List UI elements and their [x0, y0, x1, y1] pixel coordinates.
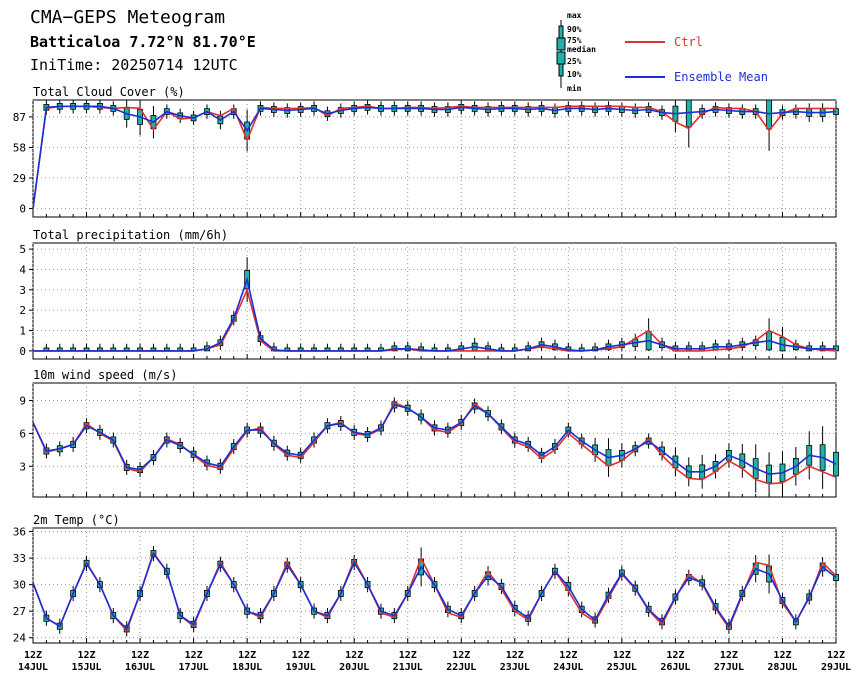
x-tick-time: 12Z — [613, 650, 631, 661]
y-tick-label: 30 — [13, 579, 26, 592]
panel-title: 10m wind speed (m/s) — [33, 368, 178, 382]
x-tick-date: 17JUL — [179, 662, 209, 673]
legend-label: Ensemble Mean — [674, 70, 768, 84]
x-tick-date: 19JUL — [286, 662, 316, 673]
y-tick-label: 29 — [13, 172, 26, 185]
legend-box-label: max — [567, 11, 582, 20]
x-tick-time: 12Z — [399, 650, 417, 661]
x-tick-time: 12Z — [131, 650, 149, 661]
y-tick-label: 1 — [19, 325, 26, 338]
y-tick-label: 3 — [19, 460, 26, 473]
x-tick-time: 12Z — [452, 650, 470, 661]
series-line-ctrl — [32, 401, 837, 485]
x-tick-time: 12Z — [559, 650, 577, 661]
legend-box-label: min — [567, 83, 582, 93]
x-tick-time: 12Z — [720, 650, 738, 661]
x-tick-date: 25JUL — [607, 662, 637, 673]
y-tick-label: 24 — [13, 632, 27, 645]
x-tick-date: 24JUL — [553, 662, 583, 673]
legend-box-bottom — [558, 63, 564, 77]
x-tick-date: 15JUL — [71, 662, 101, 673]
panel-3: 2m Temp (°C) 24 27 30 33 36 — [13, 513, 839, 645]
location-label: Batticaloa 7.72°N 81.70°E — [30, 33, 256, 51]
y-tick-label: 0 — [19, 203, 26, 216]
y-tick-label: 6 — [19, 427, 26, 440]
legend-box-top — [558, 25, 564, 39]
x-tick-time: 12Z — [773, 650, 791, 661]
legend-box-label: 90% — [567, 25, 582, 34]
x-tick-time: 12Z — [292, 650, 310, 661]
panel-1: Total precipitation (mm/6h) 0 1 2 3 4 5 — [19, 228, 839, 360]
x-tick-date: 20JUL — [339, 662, 369, 673]
y-tick-label: 87 — [13, 111, 26, 124]
x-tick-date: 18JUL — [232, 662, 262, 673]
series-line-ensemble-mean — [32, 105, 837, 209]
legend-box-label: 75% — [567, 36, 582, 45]
x-tick-date: 28JUL — [767, 662, 797, 673]
panel-title: 2m Temp (°C) — [33, 513, 120, 527]
legend-label: Ctrl — [674, 35, 703, 49]
legend-box-label: 25% — [567, 57, 582, 66]
legend: max 90% 75%median 25% 10% min Ctrl Ensemble Mea… — [556, 11, 768, 93]
legend-box-lower — [556, 51, 566, 65]
y-tick-label: 2 — [19, 304, 26, 317]
page-title: CMA−GEPS Meteogram — [30, 7, 226, 28]
series-line-ensemble-mean — [33, 276, 836, 352]
x-tick-date: 27JUL — [714, 662, 744, 673]
box — [833, 574, 839, 582]
x-tick-date: 22JUL — [446, 662, 476, 673]
x-tick-time: 12Z — [238, 650, 256, 661]
x-tick-time: 12Z — [827, 650, 845, 661]
x-tick-date: 26JUL — [660, 662, 690, 673]
legend-box-label: median — [567, 44, 596, 54]
x-tick-time: 12Z — [666, 650, 684, 661]
y-tick-label: 58 — [13, 141, 26, 154]
panel-title: Total Cloud Cover (%) — [33, 85, 185, 99]
panel-0: Total Cloud Cover (%) 0 29 58 87 — [13, 85, 839, 218]
x-tick-time: 12Z — [506, 650, 524, 661]
x-tick-time: 12Z — [78, 650, 96, 661]
series-line-ensemble-mean — [32, 403, 837, 475]
y-tick-label: 9 — [19, 395, 26, 408]
y-tick-label: 0 — [19, 345, 26, 358]
x-tick-time: 12Z — [345, 650, 363, 661]
x-tick-date: 14JUL — [18, 662, 48, 673]
y-tick-label: 27 — [13, 605, 26, 618]
y-tick-label: 5 — [19, 243, 26, 256]
y-tick-label: 4 — [19, 263, 26, 276]
y-tick-label: 33 — [13, 552, 26, 565]
init-time-label: IniTime: 20250714 12UTC — [30, 56, 238, 74]
x-axis-labels: 12Z14JUL12Z15JUL12Z16JUL12Z17JUL12Z18JUL… — [18, 650, 851, 673]
x-tick-time: 12Z — [24, 650, 42, 661]
legend-box-upper — [556, 37, 566, 51]
box — [833, 451, 839, 477]
x-tick-date: 16JUL — [125, 662, 155, 673]
y-tick-label: 3 — [19, 284, 26, 297]
legend-box-label: 10% — [567, 70, 582, 79]
x-tick-date: 29JUL — [821, 662, 851, 673]
x-tick-time: 12Z — [185, 650, 203, 661]
y-tick-label: 36 — [13, 526, 26, 539]
x-tick-date: 23JUL — [500, 662, 530, 673]
panel-2: 10m wind speed (m/s) 3 6 9 — [19, 368, 839, 498]
x-tick-date: 21JUL — [393, 662, 423, 673]
series-line-ensemble-mean — [32, 552, 837, 631]
panel-title: Total precipitation (mm/6h) — [33, 228, 228, 242]
